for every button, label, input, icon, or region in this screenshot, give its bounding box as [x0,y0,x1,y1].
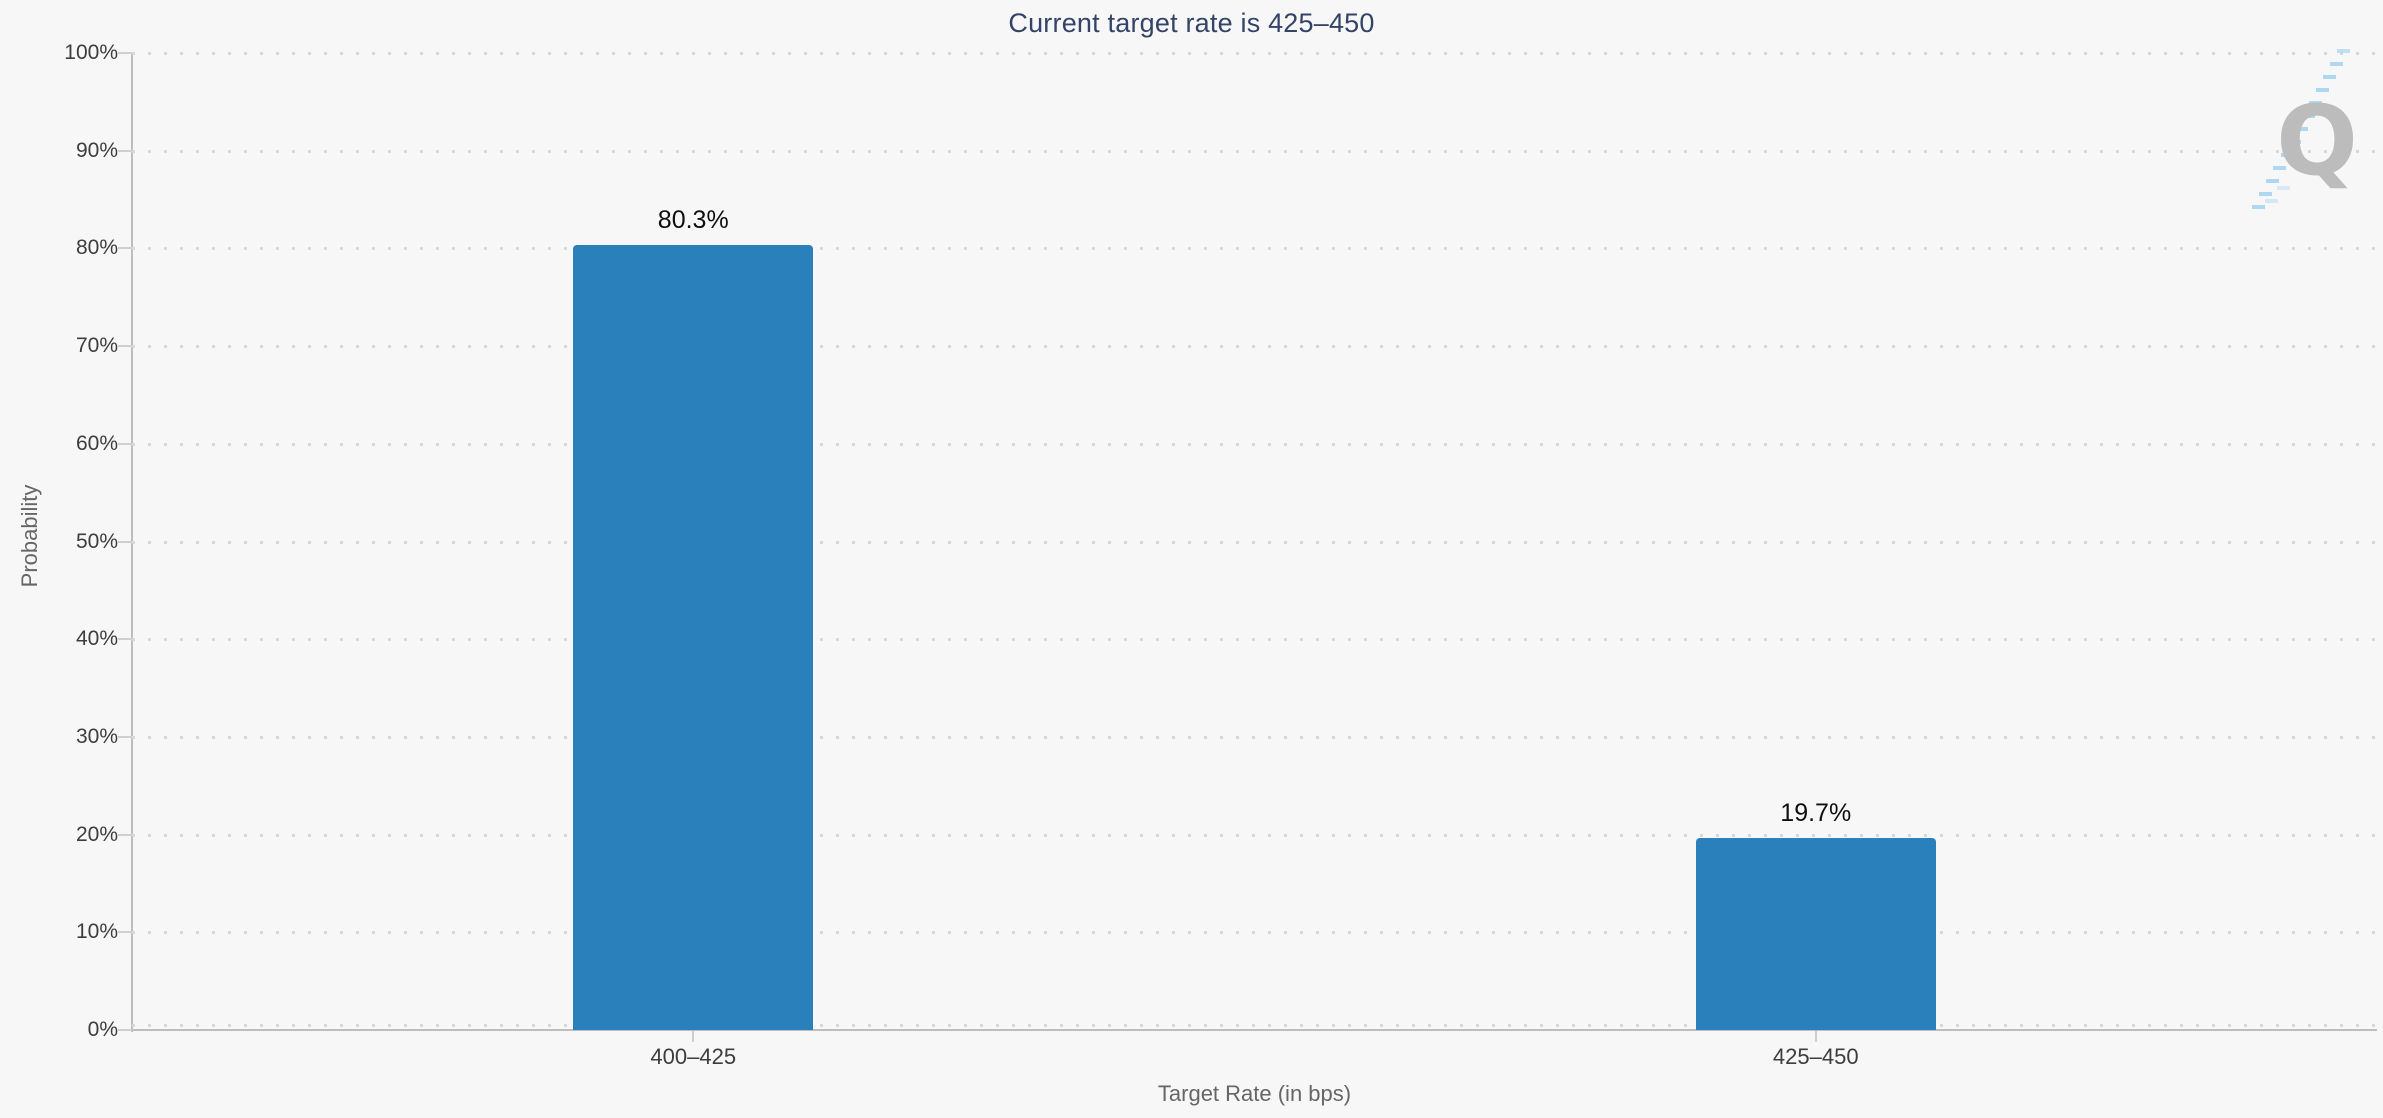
y-axis-tick-label: 50% [75,529,118,553]
watermark-dash-diagonal [2252,49,2350,209]
y-axis-tick-label: 70% [75,334,118,358]
y-axis-tick [118,638,132,641]
y-axis-tick [118,52,132,54]
gridline [132,638,2377,642]
y-axis-tick [118,1029,132,1031]
bar-value-label: 19.7% [1780,798,1852,827]
gridline [132,931,2377,935]
y-axis-tick-label: 20% [75,822,118,846]
watermark-q-letter: Q [2276,85,2358,197]
x-axis-tick [692,1031,695,1042]
y-axis-tick [118,247,132,250]
quartz-watermark-logo: Q [2252,49,2358,209]
y-axis-tick [118,442,132,445]
gridline [132,833,2377,837]
x-axis-line [131,1029,2377,1031]
y-axis-tick [118,540,132,543]
bar-400-425[interactable] [573,245,814,1030]
y-axis-tick-label: 90% [75,138,118,162]
y-axis-tick-label: 30% [75,724,118,748]
gridline [132,735,2377,739]
gridline [132,52,2377,55]
bar-value-label: 80.3% [657,206,729,235]
x-axis-title: Target Rate (in bps) [1157,1081,1352,1106]
y-axis-tick-label: 10% [75,920,118,944]
gridline [132,1024,2377,1027]
x-axis-tick [1814,1031,1817,1042]
y-axis-tick [118,149,132,152]
y-axis-tick-label: 80% [75,236,118,260]
gridline [132,442,2377,446]
y-axis-tick [118,833,132,836]
y-axis-tick-label: 60% [75,431,118,455]
gridline [132,345,2377,349]
y-axis-tick-label: 0% [87,1018,118,1041]
bar-425-450[interactable] [1695,837,1936,1030]
chart-title: Current target rate is 425–450 [1008,8,1375,38]
gridline [132,149,2377,153]
y-axis-tick [118,735,132,738]
y-axis-tick [118,345,132,348]
y-axis-tick-label: 100% [64,41,118,64]
x-axis-category-label: 425–450 [1772,1044,1859,1069]
y-axis-tick-label: 40% [75,627,118,651]
gridline [132,247,2377,251]
gridline [132,540,2377,544]
y-axis-title: Probability [17,484,42,588]
plot-area [118,52,2377,1031]
y-axis-tick [118,931,132,934]
x-axis-category-label: 400–425 [650,1044,737,1069]
